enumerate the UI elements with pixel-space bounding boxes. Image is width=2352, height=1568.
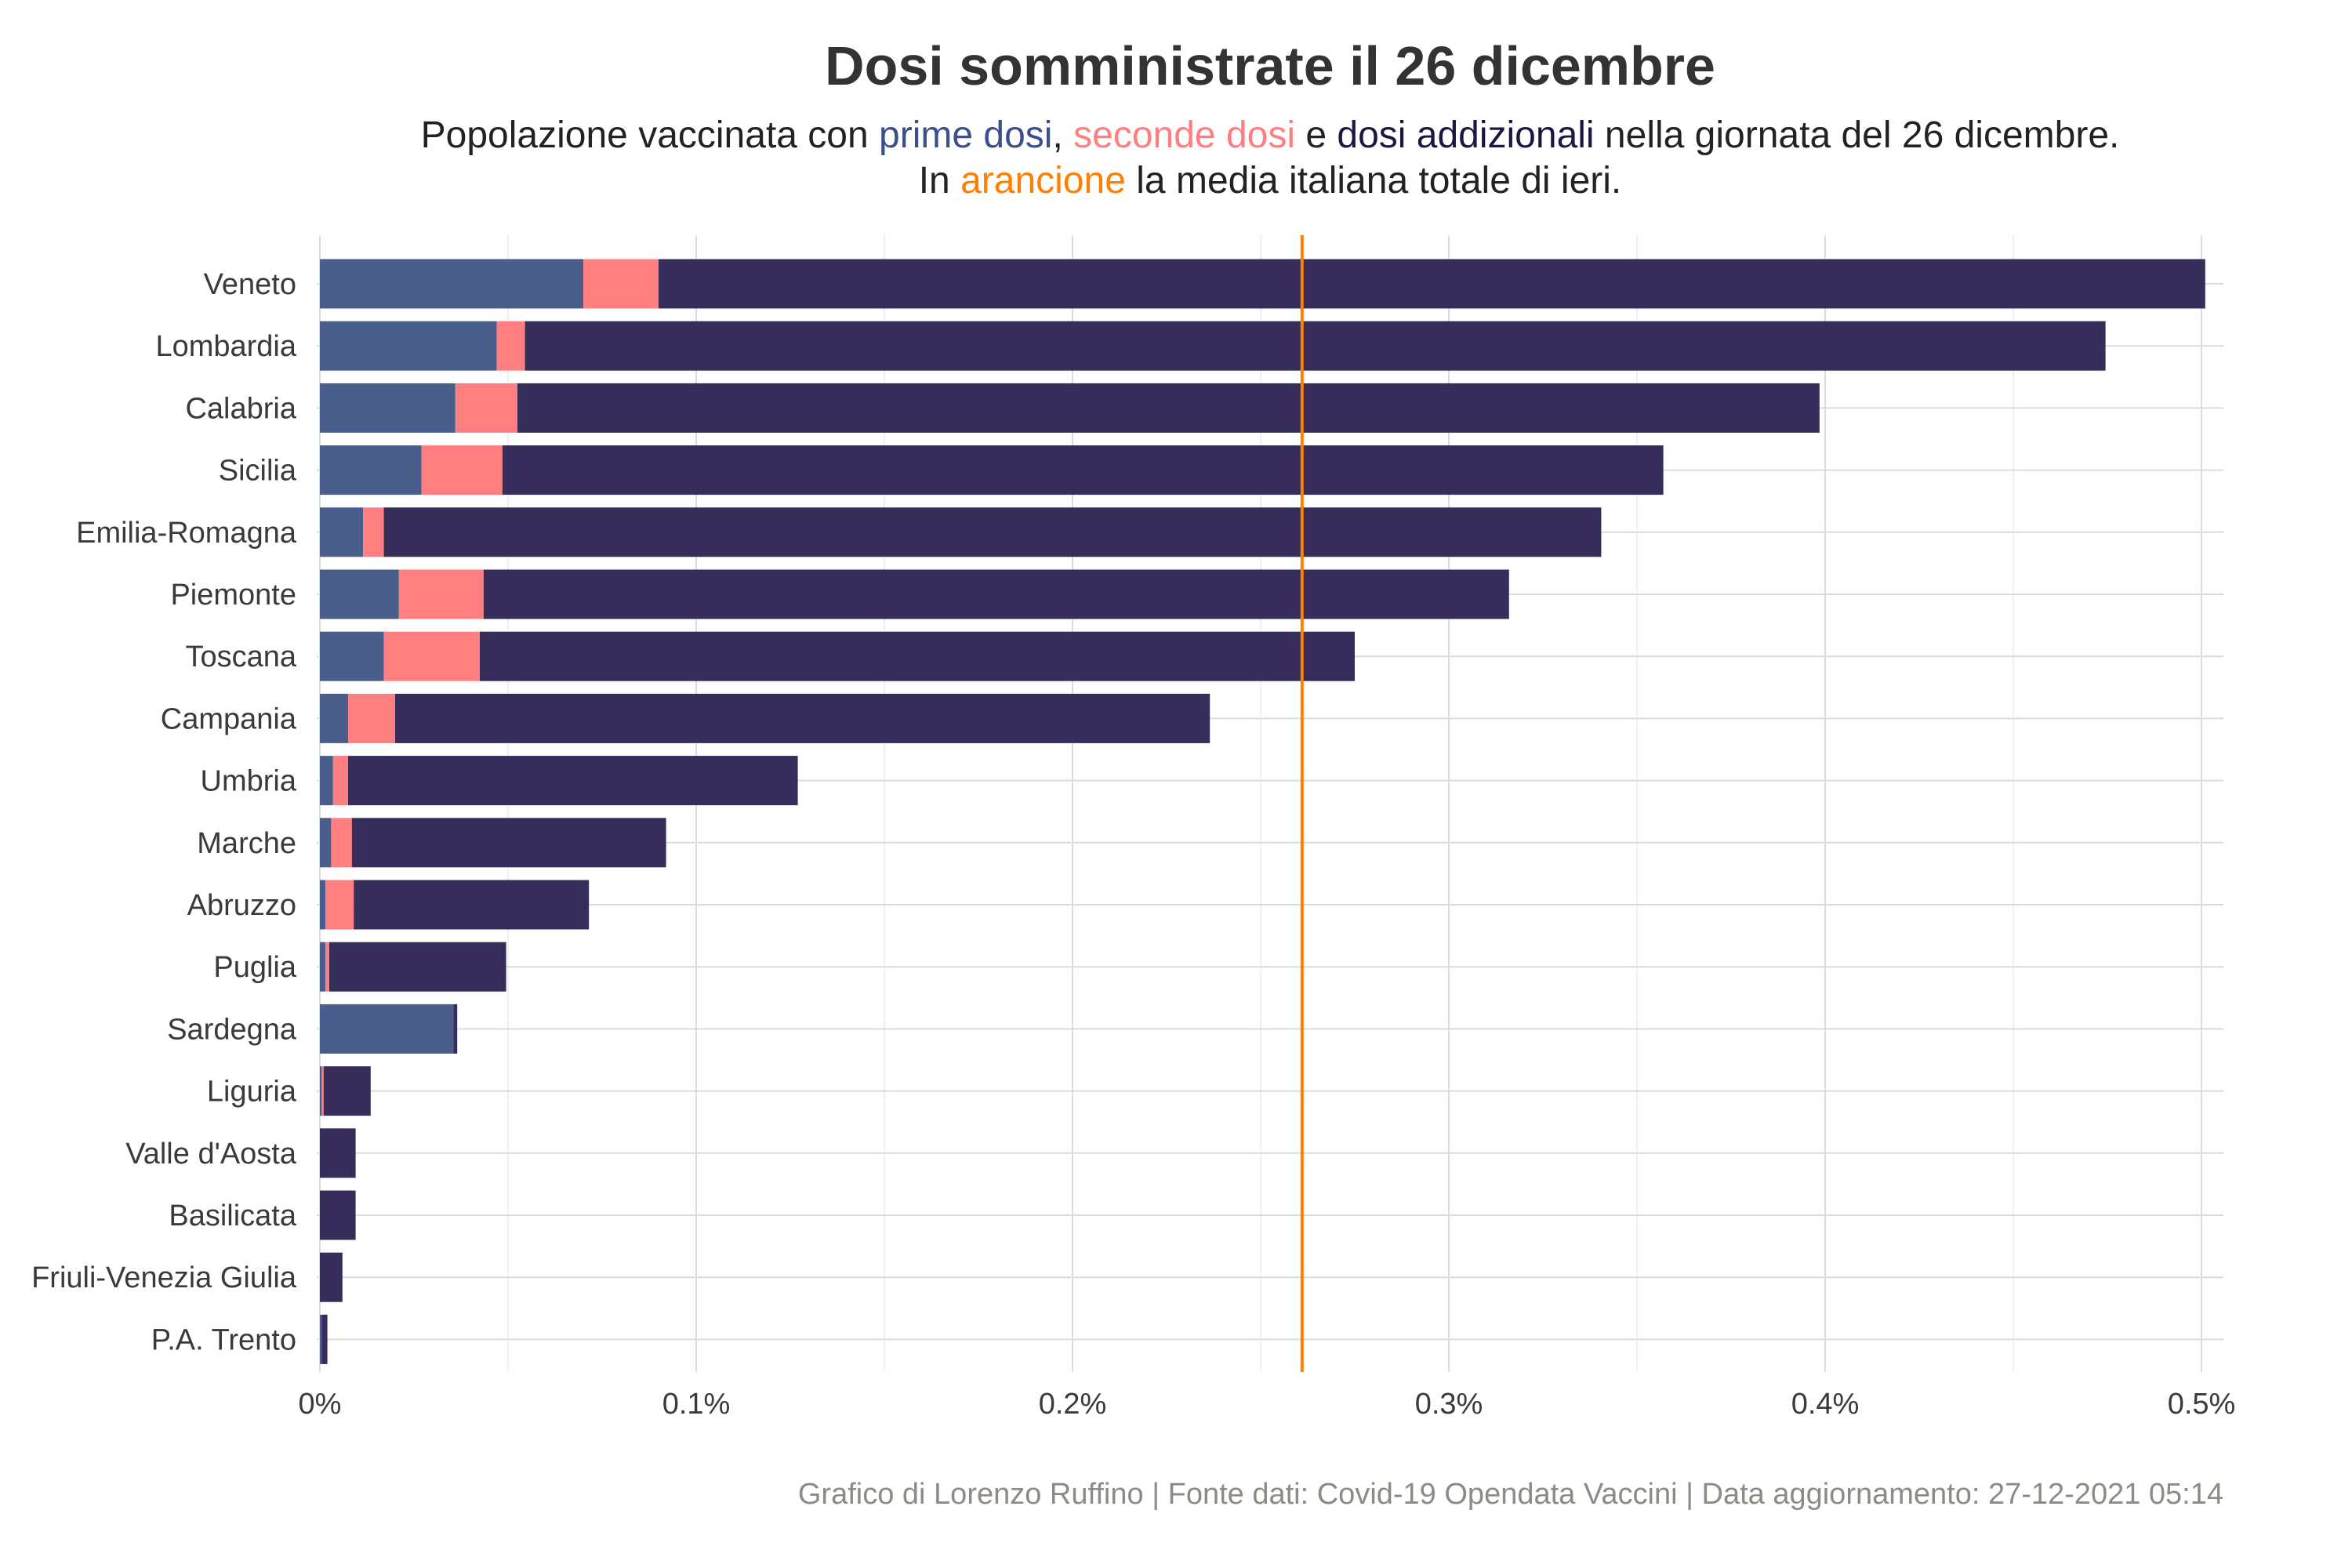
- bar-dosi-addizionali: Campania — dosi addizionali: 0.2165%: [395, 693, 1210, 743]
- bar-dosi-addizionali: Veneto — dosi addizionali: 0.411%: [659, 259, 2205, 309]
- chart-caption: Grafico di Lorenzo Ruffino | Fonte dati:…: [798, 1478, 2223, 1511]
- y-tick-label: Emilia-Romagna: [76, 517, 297, 550]
- y-tick-label: Marche: [197, 827, 296, 860]
- bar-seconde-dosi: Toscana — seconde dosi: 0.0255%: [383, 631, 480, 681]
- subtitle-text: ,: [1052, 114, 1073, 156]
- subtitle-text: nella giornata del 26 dicembre.: [1595, 114, 2120, 156]
- legend-prime-dosi: prime dosi: [879, 114, 1052, 156]
- x-tick-label: 0.1%: [662, 1388, 731, 1421]
- bar-prime-dosi: Lombardia — prime dosi: 0.047%: [320, 321, 497, 371]
- y-tick-label: Friuli-Venezia Giulia: [31, 1261, 297, 1294]
- bar-seconde-dosi: Puglia — seconde dosi: 0.001%: [325, 942, 329, 992]
- bar-dosi-addizionali: Marche — dosi addizionali: 0.0835%: [351, 818, 666, 868]
- subtitle-text: e: [1295, 114, 1337, 156]
- bar-seconde-dosi: Calabria — seconde dosi: 0.0165%: [455, 383, 517, 433]
- bar-seconde-dosi: Emilia-Romagna — seconde dosi: 0.0055%: [363, 507, 384, 557]
- subtitle-text: la media italiana totale di ieri.: [1126, 160, 1621, 201]
- chart-subtitle-line-2: In arancione la media italiana totale di…: [919, 160, 1622, 201]
- bar-seconde-dosi: Veneto — seconde dosi: 0.02%: [583, 259, 659, 309]
- x-axis-labels: 0% 0.1% 0.2% 0.3% 0.4% 0.5%: [299, 1388, 2236, 1421]
- bar-dosi-addizionali: Sicilia — dosi addizionali: 0.3085%: [502, 445, 1664, 495]
- x-tick-label: 0.4%: [1791, 1388, 1860, 1421]
- bar-prime-dosi: Campania — prime dosi: 0.0075%: [320, 693, 348, 743]
- bar-dosi-addizionali: Liguria — dosi addizionali: 0.0125%: [323, 1066, 371, 1116]
- bar-dosi-addizionali: Sardegna — dosi addizionali: 0.001%: [453, 1004, 458, 1054]
- bar-seconde-dosi: Liguria — seconde dosi: 0.0005%: [321, 1066, 324, 1116]
- bar-seconde-dosi: Piemonte — seconde dosi: 0.0225%: [398, 569, 484, 619]
- bar-prime-dosi: Emilia-Romagna — prime dosi: 0.0115%: [320, 507, 364, 557]
- y-tick-label: Lombardia: [155, 330, 296, 363]
- y-tick-label: Campania: [161, 702, 297, 735]
- y-axis-labels: Veneto Lombardia Calabria Sicilia Emilia-Rom…: [31, 268, 297, 1356]
- bar-dosi-addizionali: Calabria — dosi addizionali: 0.346%: [517, 383, 1820, 433]
- bar-dosi-addizionali: Emilia-Romagna — dosi addizionali: 0.323…: [383, 507, 1602, 557]
- x-tick-label: 0.5%: [2168, 1388, 2236, 1421]
- bar-prime-dosi: Sicilia — prime dosi: 0.027%: [320, 445, 422, 495]
- bar-prime-dosi: Toscana — prime dosi: 0.017%: [320, 631, 384, 681]
- bar-dosi-addizionali: Umbria — dosi addizionali: 0.1195%: [348, 756, 798, 806]
- bar-dosi-addizionali: Basilicata — dosi addizionali: 0.0095%: [320, 1190, 356, 1240]
- y-tick-label: Piemonte: [170, 579, 296, 612]
- bar-prime-dosi: Marche — prime dosi: 0.003%: [320, 818, 332, 868]
- bar-prime-dosi: Veneto — prime dosi: 0.07%: [320, 259, 583, 309]
- y-tick-label: Umbria: [201, 765, 297, 798]
- bars: Veneto — prime dosi: 0.07%Veneto — secon…: [320, 259, 2205, 1364]
- bar-dosi-addizionali: Puglia — dosi addizionali: 0.047%: [329, 942, 506, 992]
- legend-media-italiana: arancione: [960, 160, 1126, 201]
- bar-dosi-addizionali: Piemonte — dosi addizionali: 0.2725%: [483, 569, 1509, 619]
- bar-prime-dosi: Calabria — prime dosi: 0.036%: [320, 383, 456, 433]
- bar-prime-dosi: Piemonte — prime dosi: 0.021%: [320, 569, 399, 619]
- bar-dosi-addizionali: Abruzzo — dosi addizionali: 0.0625%: [354, 880, 590, 930]
- bar-prime-dosi: Liguria — prime dosi: 0.0005%: [320, 1066, 322, 1116]
- x-tick-label: 0%: [299, 1388, 342, 1421]
- bar-dosi-addizionali: Valle d'Aosta — dosi addizionali: 0.0095…: [320, 1128, 356, 1178]
- x-tick-label: 0.2%: [1039, 1388, 1107, 1421]
- bar-seconde-dosi: Abruzzo — seconde dosi: 0.0075%: [325, 880, 354, 930]
- bar-dosi-addizionali: Lombardia — dosi addizionali: 0.42%: [524, 321, 2106, 371]
- bar-seconde-dosi: Campania — seconde dosi: 0.0125%: [348, 693, 395, 743]
- y-tick-label: Abruzzo: [187, 889, 296, 922]
- bar-prime-dosi: P.A. Trento — prime dosi: 0.0005%: [320, 1314, 322, 1364]
- legend-seconde-dosi: seconde dosi: [1073, 114, 1295, 156]
- y-tick-label: Puglia: [213, 951, 296, 984]
- y-tick-label: Sardegna: [167, 1013, 297, 1046]
- y-tick-label: Liguria: [207, 1076, 297, 1109]
- subtitle-text: Popolazione vaccinata con: [421, 114, 879, 156]
- bar-dosi-addizionali: Friuli-Venezia Giulia — dosi addizionali…: [320, 1252, 343, 1302]
- bar-dosi-addizionali: Toscana — dosi addizionali: 0.2325%: [480, 631, 1355, 681]
- y-tick-label: P.A. Trento: [151, 1323, 296, 1356]
- bar-seconde-dosi: Sicilia — seconde dosi: 0.0215%: [421, 445, 503, 495]
- bar-prime-dosi: Sardegna — prime dosi: 0.0355%: [320, 1004, 454, 1054]
- y-tick-label: Valle d'Aosta: [125, 1138, 297, 1171]
- bar-dosi-addizionali: P.A. Trento — dosi addizionali: 0.0015%: [321, 1314, 328, 1364]
- bar-seconde-dosi: Marche — seconde dosi: 0.0055%: [331, 818, 352, 868]
- bar-seconde-dosi: Umbria — seconde dosi: 0.004%: [332, 756, 348, 806]
- subtitle-text: In: [919, 160, 960, 201]
- bar-seconde-dosi: Lombardia — seconde dosi: 0.0075%: [496, 321, 525, 371]
- x-tick-label: 0.3%: [1415, 1388, 1483, 1421]
- bar-prime-dosi: Abruzzo — prime dosi: 0.0015%: [320, 880, 326, 930]
- y-tick-label: Toscana: [185, 641, 296, 673]
- chart-subtitle-line-1: Popolazione vaccinata con prime dosi, se…: [421, 114, 2120, 156]
- y-tick-label: Basilicata: [169, 1200, 296, 1232]
- bar-prime-dosi: Umbria — prime dosi: 0.0035%: [320, 756, 333, 806]
- bar-prime-dosi: Puglia — prime dosi: 0.0015%: [320, 942, 326, 992]
- chart-title: Dosi somministrate il 26 dicembre: [825, 35, 1715, 96]
- y-tick-label: Calabria: [185, 392, 296, 425]
- y-tick-label: Sicilia: [219, 455, 297, 488]
- y-tick-label: Veneto: [204, 268, 296, 301]
- legend-dosi-addizionali: dosi addizionali: [1337, 114, 1594, 156]
